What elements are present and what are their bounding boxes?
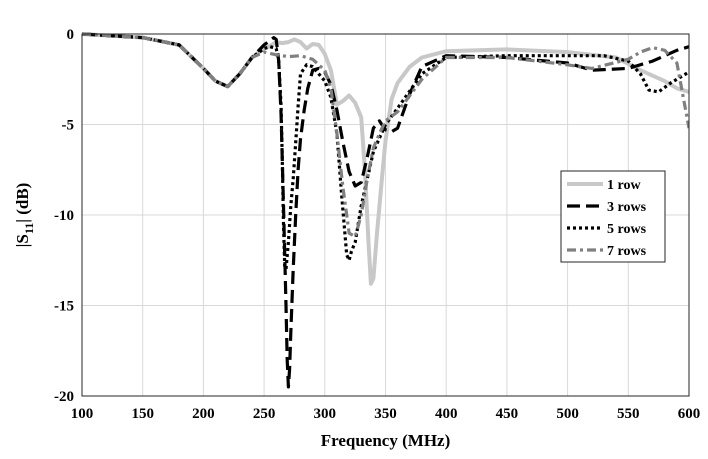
y-tick-label: 0 xyxy=(67,27,75,43)
x-axis-title: Frequency (MHz) xyxy=(321,431,451,450)
x-tick-label: 450 xyxy=(496,406,519,422)
x-tick-label: 150 xyxy=(131,406,154,422)
y-tick-label: -20 xyxy=(54,389,74,405)
legend-box xyxy=(560,170,666,263)
y-tick-label: -15 xyxy=(54,299,74,315)
x-tick-label: 250 xyxy=(253,406,276,422)
x-tick-label: 100 xyxy=(71,406,94,422)
series-line-5-rows xyxy=(82,32,689,271)
x-tick-label: 550 xyxy=(617,406,640,422)
y-axis-title-tail: | (dB) xyxy=(13,183,32,223)
legend-label-7-rows: 7 rows xyxy=(607,244,647,259)
series-line-7-rows xyxy=(82,32,689,239)
x-tick-label: 500 xyxy=(556,406,579,422)
x-tick-label: 200 xyxy=(192,406,215,422)
y-tick-label: -5 xyxy=(62,118,75,134)
y-axis-title-subscript: 11 xyxy=(22,223,36,234)
x-tick-label: 350 xyxy=(374,406,397,422)
x-tick-label: 400 xyxy=(435,406,458,422)
legend: 1 row 3 rows 5 rows 7 rows xyxy=(560,170,666,263)
y-axis-title-main: |S xyxy=(13,234,32,247)
legend-items: 1 row 3 rows 5 rows 7 rows xyxy=(567,178,647,259)
series-layer xyxy=(82,32,689,389)
y-axis-title: |S11| (dB) xyxy=(13,183,36,248)
tick-labels: 100 150 200 250 300 350 400 450 500 550 600 0 -5 -10 -… xyxy=(54,27,700,422)
legend-label-5-rows: 5 rows xyxy=(607,222,647,237)
y-tick-label: -10 xyxy=(54,208,74,224)
series-line-3-rows xyxy=(82,32,689,389)
legend-label-1-row: 1 row xyxy=(607,178,641,193)
legend-label-3-rows: 3 rows xyxy=(607,200,647,215)
x-tick-label: 600 xyxy=(678,406,701,422)
x-tick-label: 300 xyxy=(314,406,337,422)
plot-frame xyxy=(81,33,690,397)
